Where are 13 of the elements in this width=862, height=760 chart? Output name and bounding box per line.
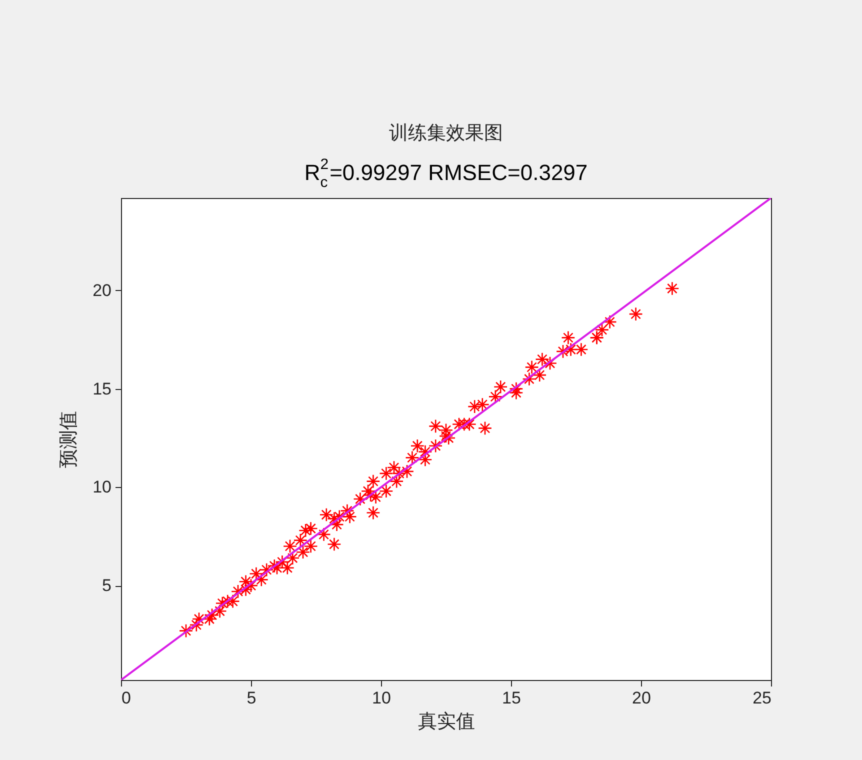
y-axis-title: 预测值 (58, 411, 80, 468)
x-tick-label: 10 (372, 688, 391, 708)
y-tick-label: 15 (92, 379, 112, 398)
chart-title: 训练集效果图 (389, 123, 503, 144)
y-tick-label: 20 (92, 280, 112, 300)
y-tick-label: 10 (92, 478, 112, 497)
x-tick-label: 20 (632, 688, 651, 708)
x-tick-label: 5 (246, 688, 256, 708)
y-tick-label: 5 (102, 576, 112, 596)
x-tick-label: 15 (502, 688, 521, 708)
x-axis-title: 真实值 (418, 710, 475, 732)
x-tick-label: 0 (122, 688, 131, 708)
x-tick-label: 25 (752, 688, 772, 708)
